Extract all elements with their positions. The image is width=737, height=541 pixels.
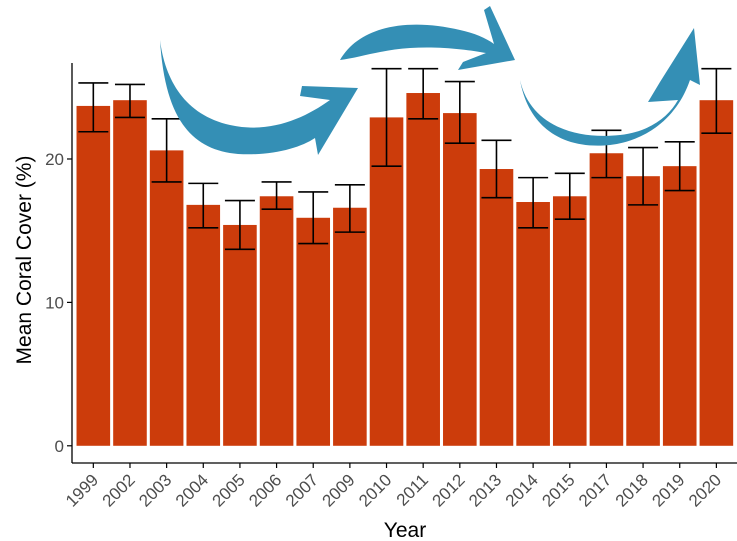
x-tick-label-2020: 2020 bbox=[685, 470, 725, 510]
error-bar-2019 bbox=[664, 140, 695, 192]
x-tick-label-2010: 2010 bbox=[355, 470, 395, 510]
x-tick-label-2006: 2006 bbox=[245, 470, 285, 510]
bar-1999 bbox=[76, 105, 111, 446]
axes bbox=[67, 63, 737, 468]
bar-2015 bbox=[552, 196, 587, 446]
decorative-arrows bbox=[160, 6, 700, 155]
x-tick-label-2011: 2011 bbox=[393, 470, 432, 509]
error-bar-2012 bbox=[444, 80, 475, 145]
bar-2009 bbox=[333, 207, 367, 446]
bar-2003 bbox=[149, 150, 184, 446]
curved-arrow-icon-2 bbox=[340, 6, 515, 70]
bar-2010 bbox=[369, 117, 404, 446]
bar-2011 bbox=[406, 93, 440, 446]
bar-2012 bbox=[443, 113, 477, 446]
x-tick-label-2017: 2017 bbox=[575, 470, 615, 510]
x-tick-label-2018: 2018 bbox=[612, 470, 652, 510]
x-tick-label-2009: 2009 bbox=[319, 470, 359, 510]
curved-arrow-icon-3 bbox=[520, 28, 700, 146]
bar-2019 bbox=[662, 166, 697, 446]
error-bar-2015 bbox=[554, 172, 585, 221]
bar-2004 bbox=[186, 204, 221, 446]
x-tick-label-1999: 1999 bbox=[62, 470, 102, 510]
curved-arrow-icon-1 bbox=[160, 40, 358, 155]
error-bar-2009 bbox=[334, 183, 365, 233]
error-bar-2002 bbox=[114, 83, 145, 119]
x-tick-label-2007: 2007 bbox=[282, 470, 322, 510]
error-bar-2011 bbox=[408, 67, 439, 120]
x-tick-label-2019: 2019 bbox=[648, 470, 688, 510]
error-bar-2003 bbox=[151, 118, 182, 183]
bar-2020 bbox=[699, 100, 734, 446]
error-bar-2010 bbox=[371, 67, 402, 167]
bar-2002 bbox=[113, 100, 147, 446]
bar-2007 bbox=[296, 217, 331, 446]
x-axis-title: Year bbox=[384, 519, 426, 541]
x-tick-label-2013: 2013 bbox=[465, 470, 505, 510]
x-tick-label-2003: 2003 bbox=[135, 470, 175, 510]
error-bar-2007 bbox=[298, 191, 329, 245]
y-tick-label-0: 0 bbox=[55, 437, 64, 456]
error-bar-2018 bbox=[628, 146, 659, 206]
error-bar-1999 bbox=[78, 82, 109, 133]
bar-2006 bbox=[259, 196, 294, 446]
x-tick-label-2004: 2004 bbox=[172, 470, 212, 510]
error-bar-2013 bbox=[481, 139, 512, 199]
error-bar-2004 bbox=[188, 182, 219, 229]
y-axis-title: Mean Coral Cover (%) bbox=[13, 156, 36, 365]
x-tick-label-2002: 2002 bbox=[99, 470, 139, 510]
bar-2018 bbox=[626, 176, 660, 446]
error-bar-2020 bbox=[701, 67, 732, 134]
x-tick-label-2015: 2015 bbox=[538, 470, 578, 510]
error-bar-2005 bbox=[224, 199, 255, 251]
error-bar-2006 bbox=[261, 181, 292, 210]
bar-series bbox=[76, 93, 734, 446]
bar-2013 bbox=[479, 169, 514, 446]
bar-2014 bbox=[516, 202, 550, 446]
x-tick-label-2012: 2012 bbox=[428, 470, 468, 510]
bar-2017 bbox=[589, 153, 624, 446]
y-tick-label-10: 10 bbox=[45, 293, 64, 312]
bar-2005 bbox=[223, 224, 257, 446]
x-tick-label-2005: 2005 bbox=[209, 470, 249, 510]
error-bar-series bbox=[78, 67, 732, 251]
y-tick-label-20: 20 bbox=[45, 150, 64, 169]
error-bar-2014 bbox=[518, 176, 549, 229]
x-tick-label-2014: 2014 bbox=[502, 470, 542, 510]
